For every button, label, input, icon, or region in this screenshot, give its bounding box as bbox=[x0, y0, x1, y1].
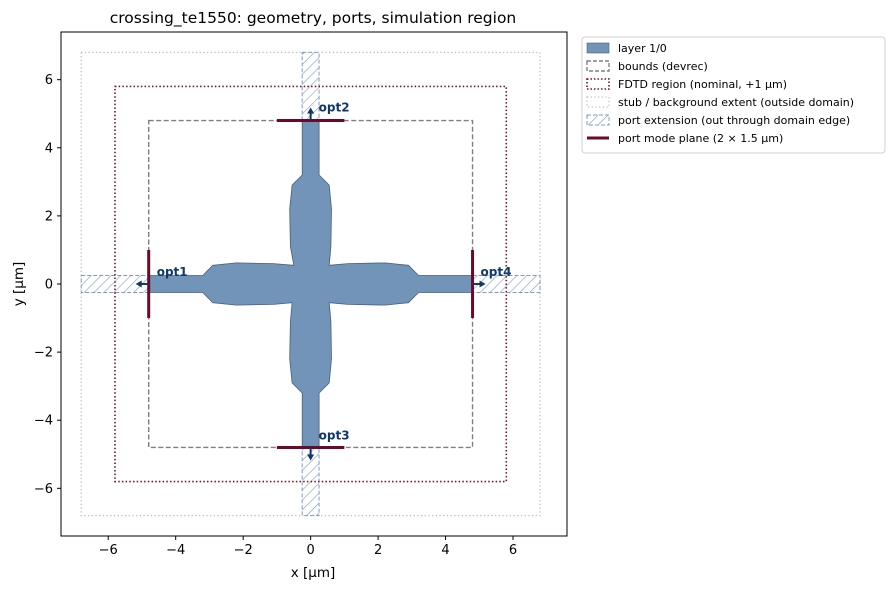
port-arrowhead-opt3 bbox=[307, 454, 315, 461]
legend-label-stub: stub / background extent (outside domain… bbox=[618, 96, 854, 109]
y-tick-label: 0 bbox=[45, 278, 53, 293]
legend-label-fdtd: FDTD region (nominal, +1 µm) bbox=[618, 78, 787, 91]
legend-label-port-extension: port extension (out through domain edge) bbox=[618, 114, 850, 127]
x-axis: −6 −4 −2 0 2 4 6 bbox=[99, 536, 517, 558]
x-tick-label: −6 bbox=[99, 543, 118, 558]
x-tick-label: 6 bbox=[509, 543, 517, 558]
x-tick-label: 2 bbox=[374, 543, 382, 558]
port-arrowhead-opt2 bbox=[307, 107, 315, 114]
y-tick-label: −6 bbox=[34, 482, 53, 497]
chart-title: crossing_te1550: geometry, ports, simula… bbox=[110, 9, 517, 28]
legend-label-layer: layer 1/0 bbox=[618, 42, 667, 55]
x-axis-label: x [µm] bbox=[291, 565, 336, 581]
port-arrowhead-opt4 bbox=[479, 280, 486, 288]
legend-swatch-stub bbox=[586, 96, 610, 108]
legend-swatch-layer bbox=[586, 42, 610, 54]
y-tick-label: −2 bbox=[34, 346, 53, 361]
y-tick-label: 4 bbox=[45, 141, 53, 156]
y-tick-label: −4 bbox=[34, 414, 53, 429]
legend-label-port-plane: port mode plane (2 × 1.5 µm) bbox=[618, 132, 783, 145]
legend-label-bounds: bounds (devrec) bbox=[618, 60, 708, 73]
y-axis: −6 −4 −2 0 2 4 6 bbox=[34, 73, 61, 497]
legend: layer 1/0 bounds (devrec) FDTD region (n… bbox=[581, 36, 886, 154]
y-tick-label: 2 bbox=[45, 209, 53, 224]
legend-frame bbox=[581, 36, 886, 154]
port-label-opt3: opt3 bbox=[319, 428, 350, 442]
legend-swatch-bounds bbox=[586, 60, 610, 72]
device-geometry bbox=[148, 120, 473, 448]
x-tick-label: −4 bbox=[166, 543, 185, 558]
legend-swatch-fdtd bbox=[586, 78, 610, 90]
x-tick-label: 0 bbox=[306, 543, 314, 558]
x-tick-label: 4 bbox=[441, 543, 449, 558]
fdtd-region bbox=[114, 85, 508, 483]
port-label-opt1: opt1 bbox=[157, 265, 188, 279]
port-label-opt4: opt4 bbox=[481, 265, 512, 279]
port-label-opt2: opt2 bbox=[319, 101, 350, 115]
y-axis-label: y [µm] bbox=[11, 262, 27, 307]
port-arrowhead-opt1 bbox=[135, 280, 142, 288]
x-tick-label: −2 bbox=[234, 543, 253, 558]
y-tick-label: 6 bbox=[45, 73, 53, 88]
legend-swatch-port-extension bbox=[586, 114, 610, 126]
plot-area bbox=[80, 51, 541, 517]
port-labels: opt1 opt2 opt3 opt4 bbox=[157, 101, 512, 443]
